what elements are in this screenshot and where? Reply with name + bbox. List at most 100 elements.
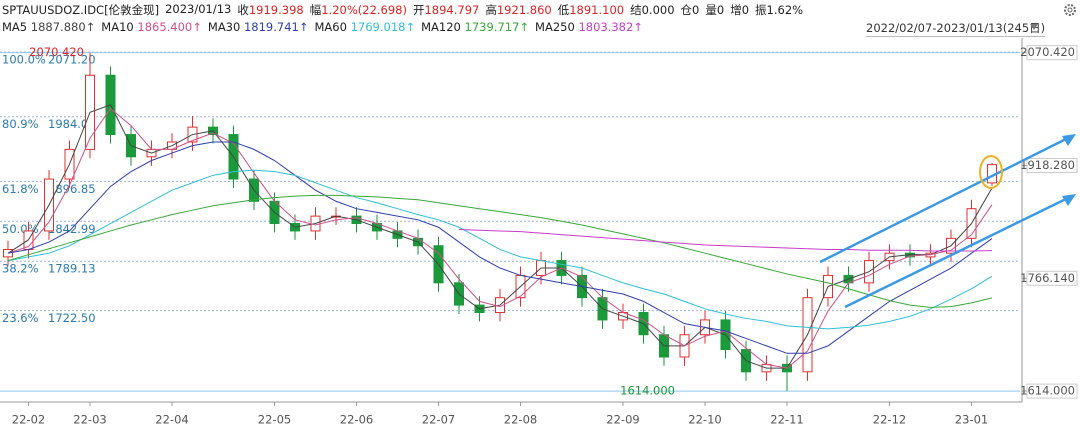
fib-price: 1789.13 xyxy=(48,262,96,276)
field-label: 高 xyxy=(485,3,497,17)
x-tick-label: 22-09 xyxy=(606,413,639,427)
fib-pct: 23.6% xyxy=(2,311,39,325)
ma-line xyxy=(7,107,993,369)
legend-entry: MA60 1769.018↑ xyxy=(315,20,416,34)
high-label: 2070.420 xyxy=(29,45,84,59)
ma-legend: MA5 1887.880↑ MA10 1865.400↑ MA30 1819.741… xyxy=(2,20,643,34)
ma-line xyxy=(7,104,993,369)
x-tick-label: 22-08 xyxy=(504,413,537,427)
x-tick-label: 22-06 xyxy=(340,413,373,427)
field-value: 1891.100 xyxy=(569,3,625,17)
fib-price: 1896.85 xyxy=(48,182,96,196)
field: 仓0 xyxy=(681,2,700,18)
legend-entry: MA120 1739.717↑ xyxy=(421,20,529,34)
field-label: 量 xyxy=(705,3,717,17)
date-range[interactable]: 2022/02/07-2023/01/13(245日) xyxy=(866,21,1046,37)
x-tick-label: 22-10 xyxy=(688,413,721,427)
fib-pct: 38.2% xyxy=(2,262,39,276)
legend-value: 1865.400↑ xyxy=(137,20,202,34)
tick-box xyxy=(1026,383,1078,399)
x-tick-label: 22-11 xyxy=(770,413,803,427)
trend-line xyxy=(844,195,1071,309)
legend-name: MA10 xyxy=(101,20,134,34)
x-tick-label: 22-12 xyxy=(873,413,906,427)
legend-name: MA60 xyxy=(314,20,347,34)
date: 2023/01/13 xyxy=(165,2,232,16)
ma-line xyxy=(7,141,993,354)
trend-line xyxy=(819,135,1071,264)
fib-price: 1722.50 xyxy=(48,311,96,325)
field: 收1919.398 xyxy=(237,2,303,18)
dropdown-arrow[interactable] xyxy=(1029,23,1039,31)
field-value: 0 xyxy=(716,3,725,17)
legend-value: 1819.741↑ xyxy=(243,20,309,34)
tick-box xyxy=(1026,270,1078,286)
field-value: 1894.797 xyxy=(424,3,480,17)
field-value: 0.000 xyxy=(641,3,675,17)
legend-entry: MA5 1887.880↑ xyxy=(2,20,95,34)
y-tick-label: 1766.140 xyxy=(1020,271,1075,285)
field-value: 1921.860 xyxy=(496,3,552,17)
highlight-circle xyxy=(979,155,1003,189)
ma-line xyxy=(7,169,993,330)
header-line: SPTAUUSDOZ.IDC[伦敦金现] 2023/01/13 收1919.39… xyxy=(2,2,803,18)
field: 幅1.20%(22.698) xyxy=(310,2,407,18)
candle-body xyxy=(3,248,13,258)
x-tick-label: 22-02 xyxy=(12,413,45,427)
field-value: 1919.398 xyxy=(248,3,304,17)
x-tick-label: 22-03 xyxy=(73,413,106,427)
fib-price: 2071.20 xyxy=(48,53,96,67)
legend-entry: MA30 1819.741↑ xyxy=(208,20,309,34)
field-value: 1.62% xyxy=(766,3,804,17)
legend-value: 1739.717↑ xyxy=(464,20,530,34)
legend-name: MA120 xyxy=(421,20,461,34)
x-tick-label: 23-01 xyxy=(955,413,988,427)
field: 量0 xyxy=(705,2,724,18)
legend-name: MA30 xyxy=(207,20,241,34)
field: 低1891.100 xyxy=(558,2,624,18)
field-value: 1.20%(22.698) xyxy=(321,3,407,17)
field: 增0 xyxy=(730,2,749,18)
field-value: 0 xyxy=(741,3,750,17)
low-label: 1614.000 xyxy=(620,384,675,398)
x-tick-label: 22-05 xyxy=(258,413,291,427)
trend-arrow xyxy=(1062,194,1076,206)
field: 振1.62% xyxy=(755,2,803,18)
y-tick-label: 2070.420 xyxy=(1020,45,1075,59)
trend-arrow xyxy=(1062,134,1076,146)
field: 高1921.860 xyxy=(485,2,551,18)
tick-box xyxy=(1026,157,1078,173)
field-label: 仓 xyxy=(680,3,693,17)
ma-line xyxy=(7,194,993,308)
legend-value: 1887.880↑ xyxy=(30,20,96,34)
legend-name: MA5 xyxy=(2,20,28,34)
legend-value: 1803.382↑ xyxy=(578,20,643,34)
field-value: 0 xyxy=(692,3,700,17)
field-label: 振 xyxy=(755,3,767,17)
fib-pct: 80.9% xyxy=(2,117,39,131)
ma-line xyxy=(458,228,993,252)
field-label: 低 xyxy=(557,3,570,17)
field-label: 收 xyxy=(237,3,249,17)
x-tick-label: 22-04 xyxy=(155,413,188,427)
x-tick-label: 22-07 xyxy=(422,413,455,427)
field-label: 幅 xyxy=(309,3,322,17)
tick-box xyxy=(1026,45,1078,61)
y-tick-label: 1614.000 xyxy=(1020,384,1075,398)
fib-pct: 61.8% xyxy=(2,182,39,196)
field-label: 结 xyxy=(630,3,642,17)
y-tick-label: 1918.280 xyxy=(1020,158,1075,172)
legend-name: MA250 xyxy=(535,20,575,34)
field-label: 开 xyxy=(412,3,425,17)
fib-pct: 100.0% xyxy=(2,53,46,67)
symbol: SPTAUUSDOZ.IDC[伦敦金现] xyxy=(2,3,160,17)
settings-icon[interactable] xyxy=(1062,2,1078,18)
legend-value: 1769.018↑ xyxy=(350,20,416,34)
legend-entry: MA10 1865.400↑ xyxy=(101,20,202,34)
legend-entry: MA250 1803.382↑ xyxy=(535,20,643,34)
field: 结0.000 xyxy=(630,2,674,18)
field-label: 增 xyxy=(730,3,742,17)
field: 开1894.797 xyxy=(413,2,479,18)
